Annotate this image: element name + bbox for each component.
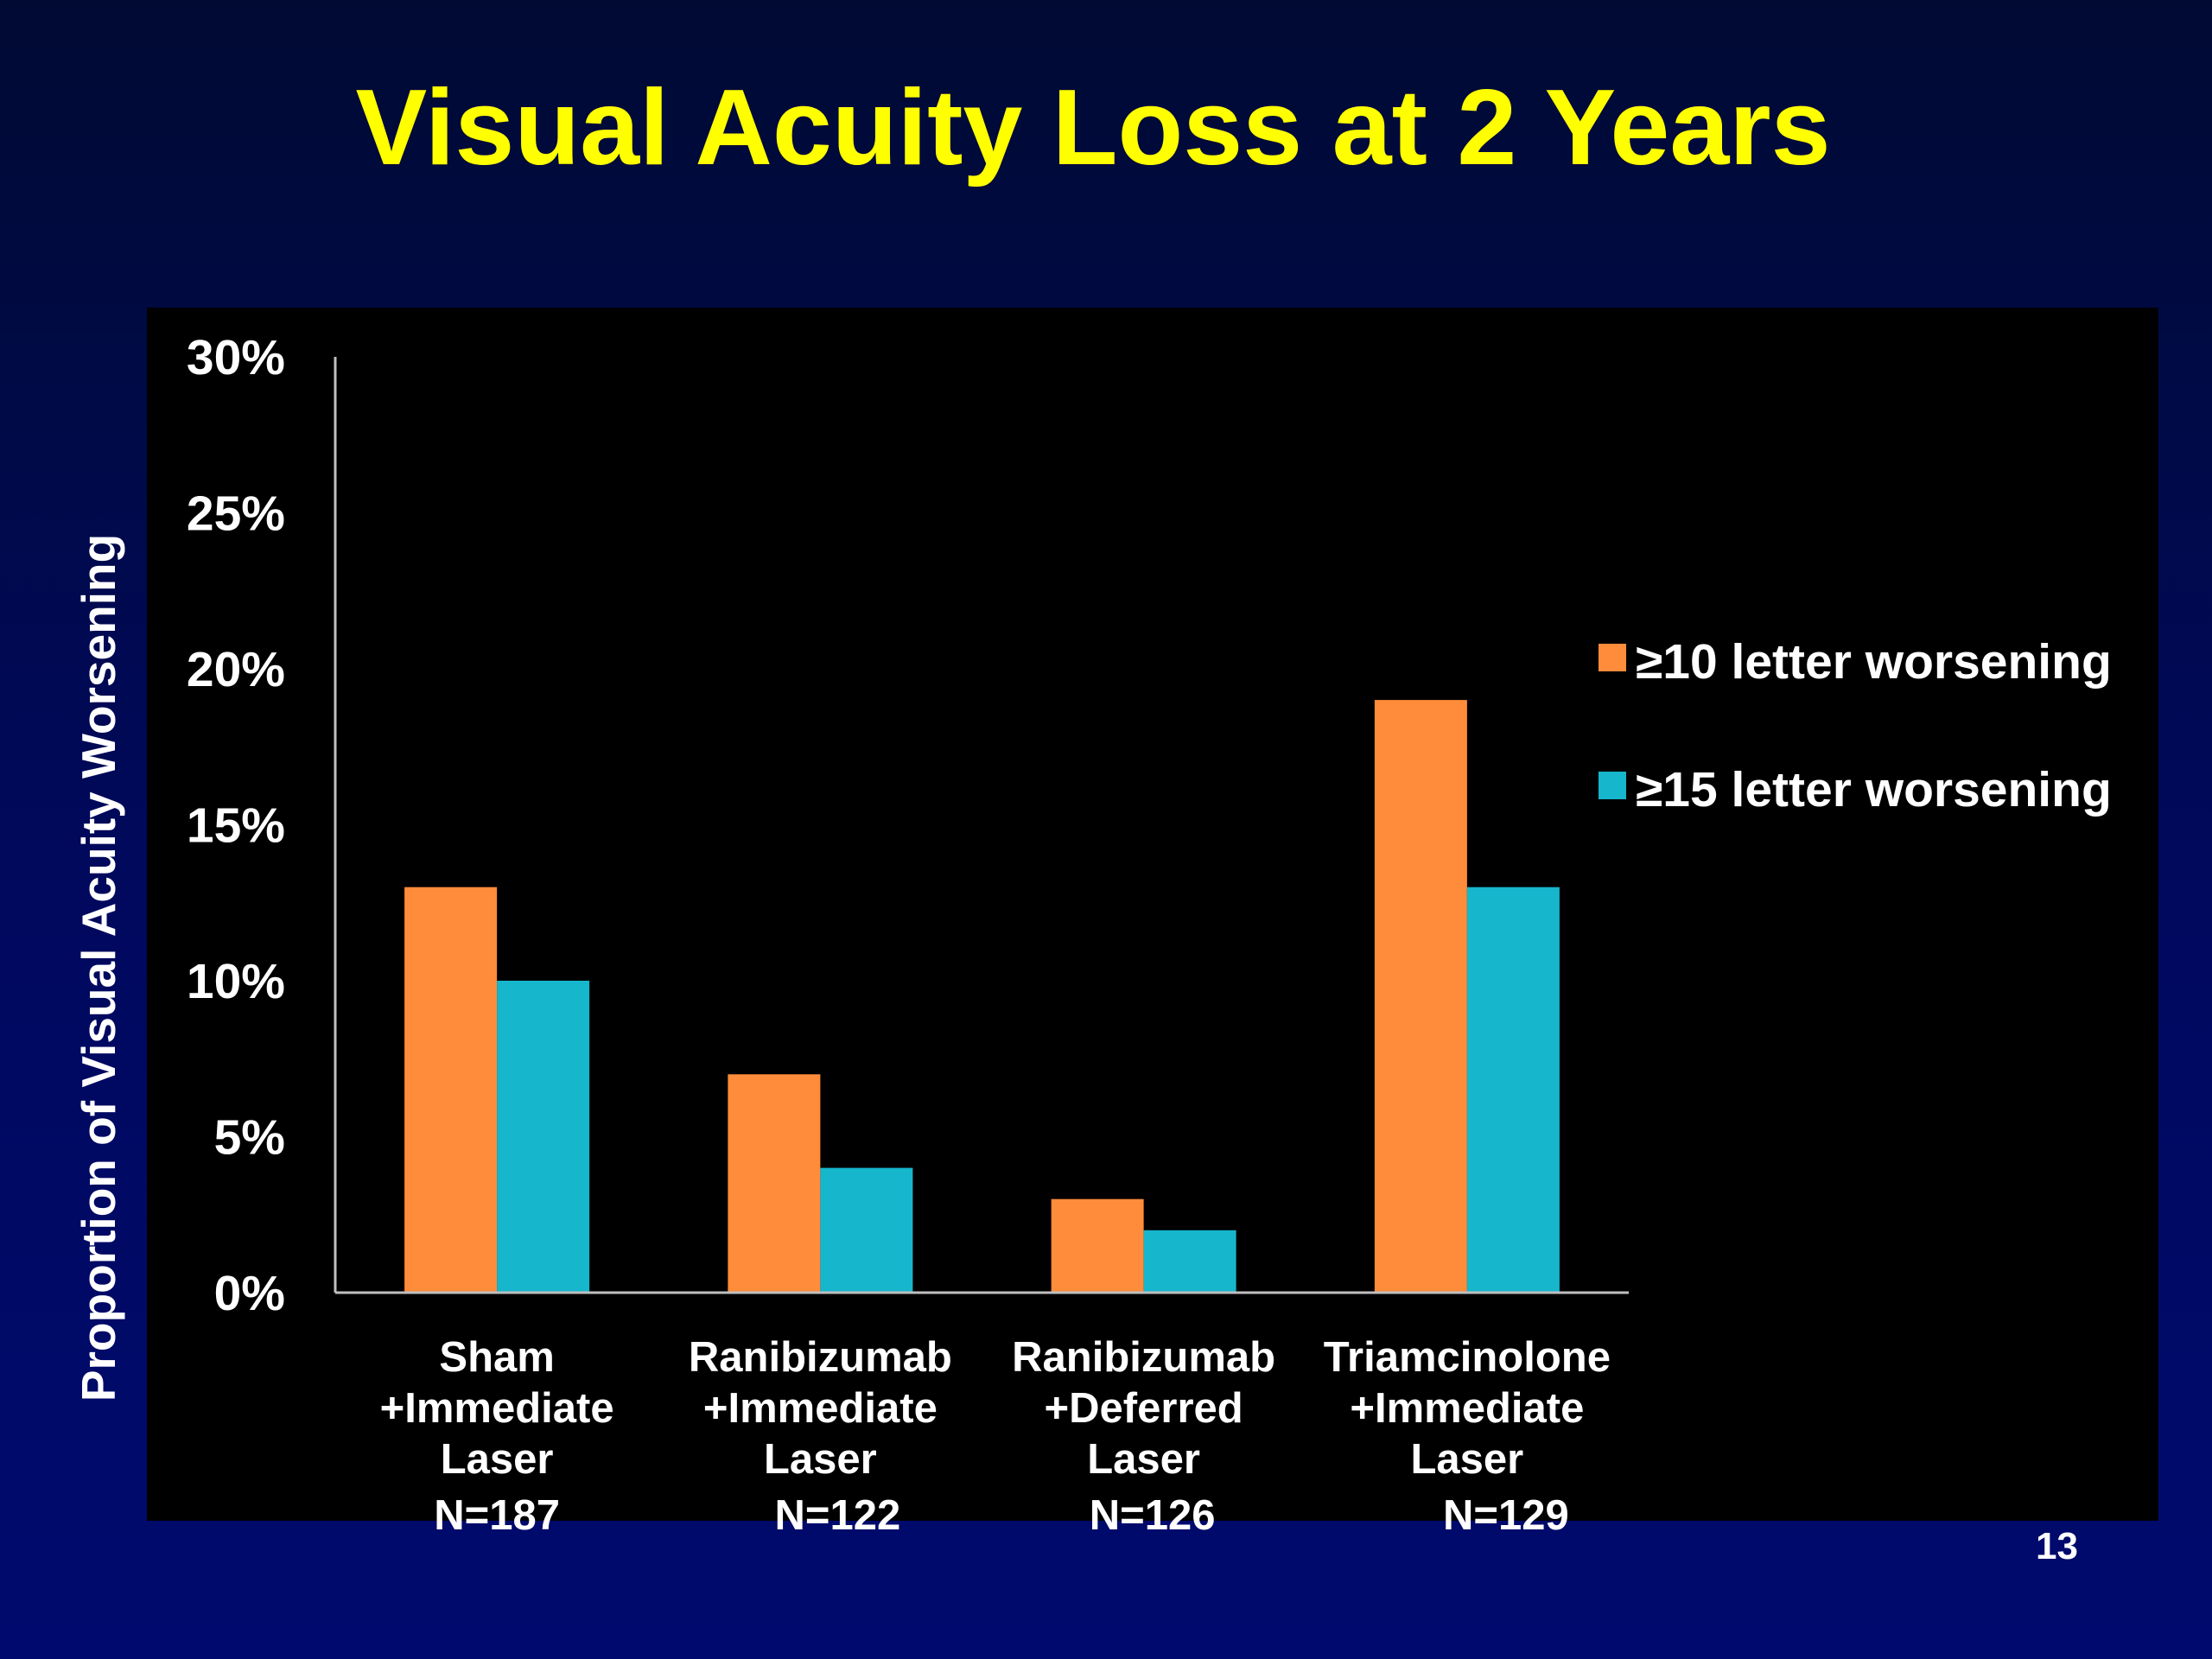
category-label: +Immediate: [703, 1385, 938, 1432]
legend-label: ≥15 letter worsening: [1636, 762, 2112, 817]
y-tick-labels: 0% 5% 10% 15% 20% 25% 30%: [187, 330, 285, 1321]
y-tick-label: 25%: [187, 486, 285, 542]
category-n-label: N=129: [1443, 1492, 1569, 1539]
legend-swatch-0: [1599, 644, 1626, 671]
category-label: Ranibizumab: [1012, 1334, 1275, 1381]
category-labels: Sham+ImmediateLaserN=187Ranibizumab+Imme…: [380, 1334, 1611, 1539]
bar-15-letter-2: [1143, 1230, 1236, 1293]
axes: [334, 357, 1629, 1294]
bar-15-letter-1: [820, 1167, 913, 1293]
y-tick-label: 10%: [187, 954, 285, 1009]
category-label: Laser: [1410, 1436, 1523, 1483]
legend-label: ≥10 letter worsening: [1636, 634, 2112, 690]
category-label: +Deferred: [1045, 1385, 1243, 1432]
category-label: Ranibizumab: [689, 1334, 952, 1381]
y-tick-label: 0%: [214, 1266, 285, 1321]
category-label: +Immediate: [1350, 1385, 1584, 1432]
category-label: Triamcinolone: [1324, 1334, 1611, 1381]
bar-10-letter-2: [1051, 1198, 1144, 1293]
slide-title: Visual Acuity Loss at 2 Years: [355, 68, 1831, 188]
bars: [404, 700, 1560, 1293]
category-label: Laser: [764, 1436, 877, 1483]
category-label: Laser: [441, 1436, 554, 1483]
bar-10-letter-1: [728, 1074, 821, 1293]
y-axis-title-group: Proportion of Visual Acuity Worsening: [72, 534, 125, 1402]
bar-10-letter-3: [1374, 700, 1467, 1293]
bar-15-letter-3: [1466, 887, 1560, 1293]
category-n-label: N=187: [434, 1492, 560, 1539]
y-tick-label: 30%: [187, 330, 285, 385]
category-label: +Immediate: [380, 1385, 614, 1432]
bar-10-letter-0: [404, 887, 498, 1293]
y-axis-title: Proportion of Visual Acuity Worsening: [72, 534, 125, 1402]
y-tick-label: 15%: [187, 798, 285, 854]
legend-swatch-1: [1599, 772, 1626, 799]
legend: ≥10 letter worsening ≥15 letter worsening: [1599, 634, 2112, 817]
page-number: 13: [2036, 1525, 2078, 1567]
bar-15-letter-0: [497, 981, 590, 1293]
category-n-label: N=126: [1090, 1492, 1216, 1539]
category-label: Sham: [439, 1334, 554, 1381]
y-tick-label: 5%: [214, 1110, 285, 1166]
y-tick-label: 20%: [187, 642, 285, 697]
category-n-label: N=122: [774, 1492, 900, 1539]
category-label: Laser: [1087, 1436, 1200, 1483]
